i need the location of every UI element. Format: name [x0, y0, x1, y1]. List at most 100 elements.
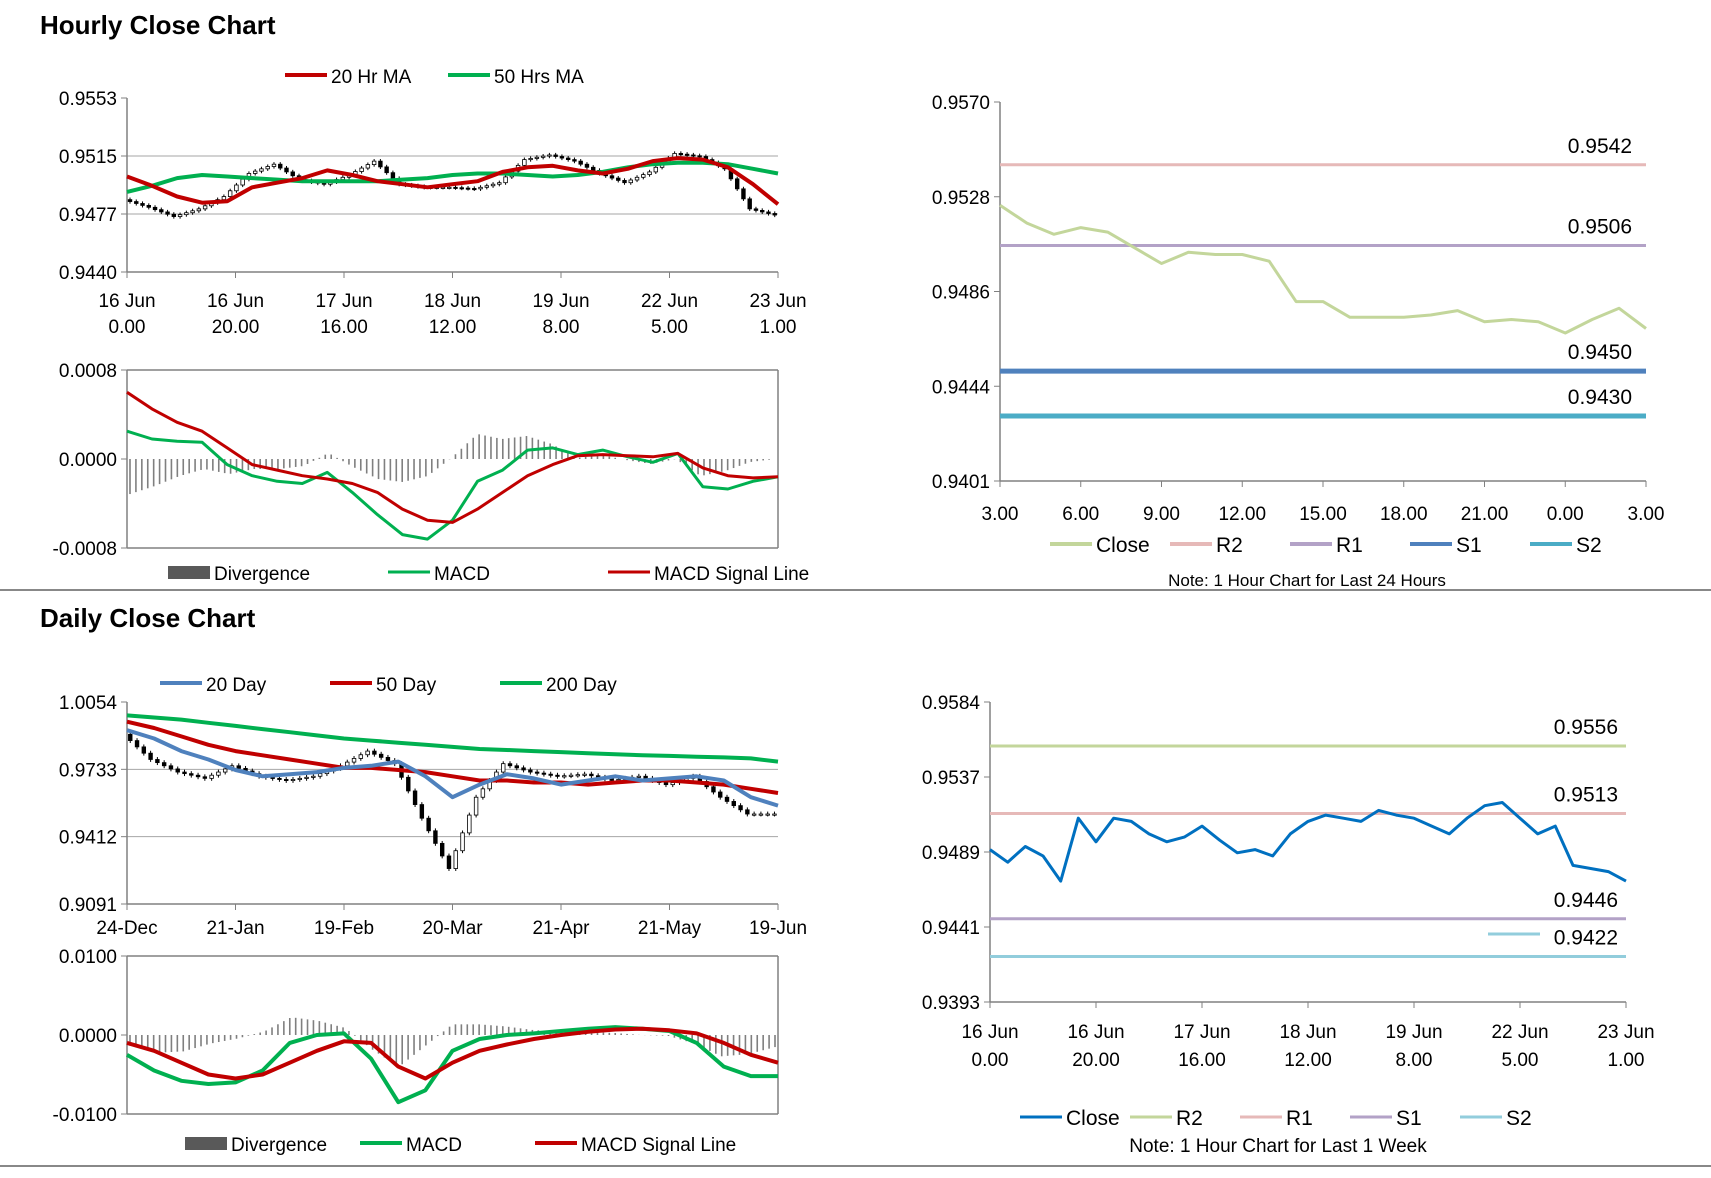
hourly-price-price-bar — [747, 198, 752, 210]
daily-price-price-bar — [155, 759, 160, 764]
hourly-price-price-bar — [165, 211, 170, 215]
hourly-price-price-bar — [447, 186, 452, 189]
hourly-price-price-bar — [609, 175, 615, 179]
hourly-price-x-tick-label: 0.00 — [109, 317, 146, 338]
daily-macd-y-tick-label: 0.0000 — [59, 1026, 117, 1047]
hourly-price-series-50-hrs-ma — [126, 160, 779, 194]
hourly-price-price-bar — [265, 166, 270, 170]
hourly-price-x-tick-label: 16.00 — [320, 317, 368, 338]
daily-price-price-bar — [297, 777, 302, 780]
daily-price-price-bar — [575, 774, 581, 777]
daily-price-price-bar — [480, 788, 486, 798]
legend-label-20-day: 20 Day — [206, 675, 267, 696]
hourly-price-price-bar — [647, 171, 652, 176]
hourly-price-price-bar — [540, 155, 546, 158]
daily-price-price-bar — [562, 775, 567, 778]
hourly-price-price-bar — [465, 187, 471, 190]
daily-price-price-bar — [202, 776, 208, 779]
daily-price-price-bar — [148, 752, 153, 760]
hourly-price-price-bar — [772, 213, 777, 216]
legend-label-s2: S2 — [1576, 534, 1602, 557]
hourly-price-price-bar — [227, 190, 233, 197]
hourly-price-price-bar — [252, 170, 258, 174]
weekly-pivot-x-tick-label: 20.00 — [1072, 1050, 1120, 1071]
hourly-price-price-bar — [359, 167, 364, 172]
legend-label-close: Close — [1096, 534, 1150, 557]
weekly-pivot-y-tick-label: 0.9584 — [922, 693, 981, 714]
legend-swatch-divergence — [168, 566, 210, 579]
daily-price-price-bar — [507, 763, 513, 767]
hourly-price-price-bar — [734, 178, 740, 190]
hourly-price-price-bar — [478, 186, 483, 190]
hourly-macd-series-macd — [126, 429, 779, 541]
daily-price-price-bar — [161, 762, 167, 767]
hourly-price-y-tick-label: 0.9515 — [59, 147, 117, 168]
hourly-price-price-bar — [159, 209, 164, 213]
daily-price-price-bar — [358, 754, 364, 759]
hourly-macd-y-tick-label: -0.0008 — [53, 539, 117, 560]
hourly-price-price-bar — [616, 177, 621, 181]
hourly-macd-y-tick-label: 0.0000 — [59, 450, 117, 471]
hourly-price-price-bar — [578, 160, 583, 165]
hourly-price-price-bar — [591, 166, 596, 171]
hourly-price-x-tick-label: 8.00 — [543, 317, 580, 338]
legend-label-50-hrs-ma: 50 Hrs MA — [494, 67, 584, 88]
hourly-pivot-x-tick-label: 0.00 — [1547, 504, 1584, 525]
legend-label-s2: S2 — [1506, 1107, 1532, 1130]
hourly-price-price-bar — [202, 205, 208, 210]
legend-label-macd-signal-line: MACD Signal Line — [654, 564, 809, 585]
daily-price-price-bar — [209, 774, 214, 779]
daily-price-price-bar — [528, 769, 533, 773]
hourly-price-price-bar — [234, 184, 239, 192]
hourly-price-price-bar — [371, 160, 377, 165]
hourly-price-price-bar — [766, 211, 771, 214]
section-divider — [0, 589, 1711, 591]
daily-price-price-bar — [216, 771, 221, 776]
daily-price-price-bar — [731, 801, 736, 807]
hourly-price-price-bar — [753, 208, 759, 211]
hourly-section-title: Hourly Close Chart — [40, 10, 276, 40]
hourly-price-series-20-hr-ma — [126, 156, 780, 206]
legend-label-r1: R1 — [1336, 534, 1363, 557]
daily-price-price-bar — [426, 817, 431, 832]
hourly-price-y-tick-label: 0.9477 — [59, 205, 117, 226]
legend-label-r1: R1 — [1286, 1107, 1313, 1130]
hourly-price-price-bar — [584, 163, 590, 168]
daily-price-price-bar — [446, 855, 452, 869]
hourly-macd-series-macd-signal-line — [126, 391, 779, 524]
daily-price-price-bar — [521, 767, 526, 771]
hourly-price-x-tick-label: 16 Jun — [98, 291, 155, 312]
hourly-price-price-bar — [140, 203, 145, 206]
daily-price-price-bar — [467, 814, 472, 834]
daily-price-price-bar — [304, 776, 309, 779]
daily-price-price-bar — [534, 771, 540, 774]
hourly-price-price-bar — [653, 166, 659, 173]
hourly-price-price-bar — [490, 183, 496, 187]
daily-price-price-bar — [711, 786, 716, 793]
hourly-price-price-bar — [390, 172, 396, 179]
hourly-price-price-bar — [378, 160, 383, 168]
daily-price-price-bar — [385, 756, 391, 761]
hourly-price-price-bar — [553, 154, 558, 157]
hourly-price-price-bar — [196, 208, 202, 212]
hourly-price-x-tick-label: 12.00 — [429, 317, 477, 338]
hourly-price-x-tick-label: 20.00 — [212, 317, 260, 338]
daily-price-price-bar — [555, 774, 560, 777]
hourly-pivot-x-tick-label: 3.00 — [1628, 504, 1665, 525]
hourly-price-x-tick-label: 1.00 — [760, 317, 797, 338]
daily-price-price-bar — [582, 773, 587, 776]
hourly-price-price-bar — [641, 174, 646, 178]
legend-label-s1: S1 — [1456, 534, 1482, 557]
hourly-pivot-x-tick-label: 3.00 — [982, 504, 1019, 525]
daily-price-price-bar — [718, 791, 723, 798]
hourly-price-price-bar — [484, 185, 490, 188]
hourly-price-price-bar — [190, 210, 195, 214]
daily-price-price-bar — [277, 777, 282, 780]
hourly-price-x-tick-label: 23 Jun — [749, 291, 806, 312]
daily-price-price-bar — [378, 753, 384, 758]
daily-price-price-bar — [317, 773, 323, 777]
daily-price-price-bar — [311, 775, 316, 778]
hourly-price-price-bar — [547, 154, 552, 157]
daily-price-price-bar — [372, 750, 377, 755]
weekly-pivot-y-tick-label: 0.9393 — [922, 993, 980, 1014]
